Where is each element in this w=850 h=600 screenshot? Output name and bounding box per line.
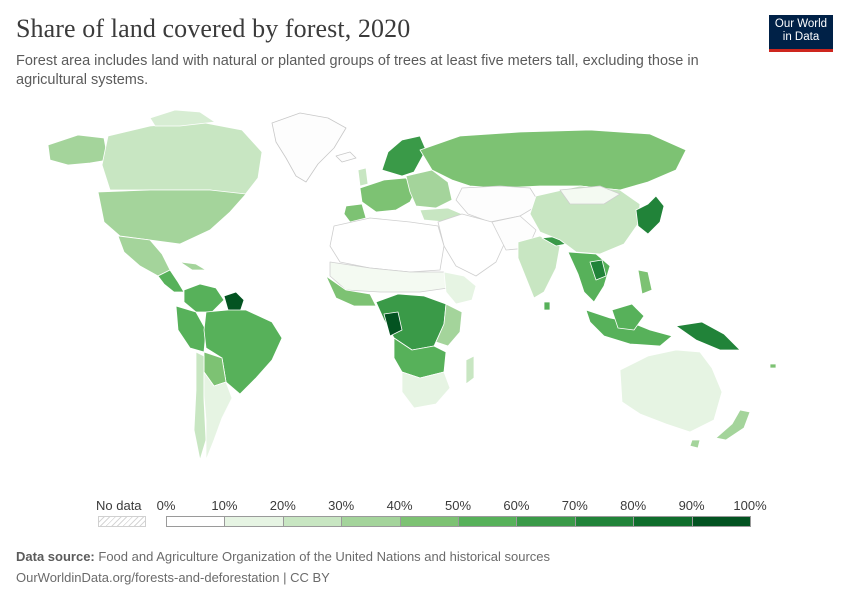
legend-swatch[interactable]: [282, 516, 343, 527]
eastern-europe[interactable]: [405, 169, 453, 209]
brazil[interactable]: [203, 309, 283, 395]
gabon-congo[interactable]: [383, 311, 403, 337]
legend-tick-label: 50%: [444, 498, 472, 513]
legend-tick-label: 70%: [561, 498, 588, 513]
southern-africa[interactable]: [401, 371, 451, 409]
logo-line-1: Our World: [774, 18, 828, 30]
scandinavia[interactable]: [381, 135, 427, 177]
world-map[interactable]: [0, 100, 850, 490]
legend-swatch[interactable]: [166, 516, 226, 527]
legend-no-data-swatch: [98, 516, 146, 527]
owid-logo[interactable]: Our World in Data: [769, 15, 833, 52]
india[interactable]: [517, 235, 561, 299]
sahel[interactable]: [329, 261, 449, 293]
legend-no-data-label: No data: [96, 498, 142, 513]
east-africa[interactable]: [435, 303, 463, 347]
madagascar[interactable]: [465, 355, 475, 385]
alaska[interactable]: [47, 134, 109, 166]
legend-tick-label: 30%: [328, 498, 355, 513]
legend-swatch[interactable]: [341, 516, 401, 527]
china[interactable]: [529, 185, 641, 255]
legend-tick-label: 60%: [503, 498, 530, 513]
chile[interactable]: [193, 351, 207, 461]
borneo[interactable]: [611, 303, 645, 331]
argentina[interactable]: [203, 371, 233, 461]
greenland[interactable]: [271, 112, 347, 183]
source-url-license[interactable]: OurWorldinData.org/forests-and-deforesta…: [16, 570, 330, 585]
korea-japan[interactable]: [635, 195, 665, 235]
sri-lanka[interactable]: [543, 301, 551, 311]
data-source-text: Food and Agriculture Organization of the…: [98, 549, 551, 564]
legend-tick-label: 100%: [733, 498, 767, 513]
middle-east[interactable]: [437, 213, 507, 277]
peru-ecuador[interactable]: [175, 305, 207, 353]
new-guinea[interactable]: [675, 321, 741, 351]
west-africa-coast[interactable]: [325, 275, 377, 307]
philippines[interactable]: [637, 269, 653, 295]
united-kingdom[interactable]: [357, 167, 369, 187]
iberia[interactable]: [343, 203, 367, 223]
western-europe[interactable]: [359, 177, 417, 213]
north-africa[interactable]: [329, 217, 445, 273]
horn-of-africa[interactable]: [443, 271, 477, 305]
legend-tick-label: 40%: [386, 498, 413, 513]
mongolia[interactable]: [559, 185, 621, 205]
antarctic-free-small-islands[interactable]: [769, 363, 777, 369]
legend-swatch[interactable]: [458, 516, 518, 527]
legend-tick-label: 0%: [156, 498, 176, 513]
tasmania[interactable]: [689, 439, 701, 449]
legend-swatch[interactable]: [224, 516, 284, 527]
guianas[interactable]: [223, 291, 245, 313]
united-states[interactable]: [97, 189, 247, 245]
canada[interactable]: [101, 121, 263, 197]
legend-swatch[interactable]: [516, 516, 576, 527]
chart-subtitle: Forest area includes land with natural o…: [16, 53, 699, 88]
logo-accent-bar: [769, 49, 833, 52]
canadian-arctic-islands[interactable]: [149, 109, 216, 127]
legend-swatch[interactable]: [691, 516, 751, 527]
legend-swatch[interactable]: [574, 516, 635, 527]
russia[interactable]: [419, 129, 687, 191]
iceland[interactable]: [335, 151, 357, 163]
chart-title: Share of land covered by forest, 2020: [16, 14, 411, 43]
australia[interactable]: [619, 349, 723, 433]
data-source-label: Data source:: [16, 549, 95, 564]
legend-tick-label: 20%: [269, 498, 296, 513]
legend-tick-label: 10%: [211, 498, 238, 513]
logo-line-2: in Data: [782, 31, 820, 43]
new-zealand[interactable]: [715, 409, 751, 441]
legend-swatch[interactable]: [399, 516, 459, 527]
legend-tick-label: 80%: [620, 498, 647, 513]
laos[interactable]: [589, 259, 607, 281]
data-source-line: Data source: Food and Agriculture Organi…: [16, 549, 550, 564]
legend-swatch[interactable]: [633, 516, 693, 527]
colombia-venezuela[interactable]: [183, 283, 225, 313]
legend-tick-label: 90%: [678, 498, 705, 513]
cuba[interactable]: [179, 261, 207, 271]
